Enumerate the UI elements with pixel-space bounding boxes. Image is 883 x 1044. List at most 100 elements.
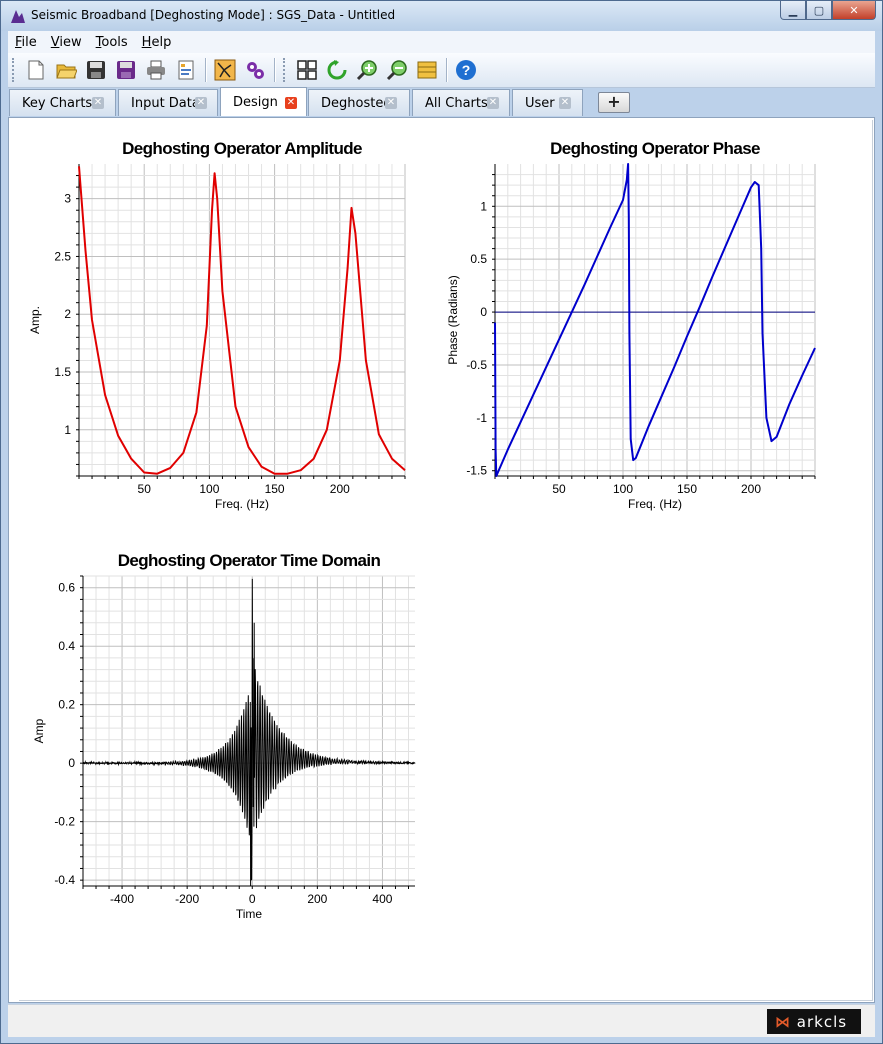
grid-layout-icon[interactable] <box>294 57 320 83</box>
tab-key-charts[interactable]: Key Charts ✕ <box>9 89 116 116</box>
x-tick-label: -400 <box>110 892 134 906</box>
close-tab-icon[interactable]: ✕ <box>487 97 499 109</box>
app-icon <box>11 10 25 23</box>
report-icon[interactable] <box>173 57 199 83</box>
y-tick-label: -0.4 <box>54 873 75 887</box>
tab-label: User <box>525 95 555 111</box>
chart-area: 50 100 150 200 1 1.5 2 2.5 3 Deghosting Operator … <box>19 120 873 1001</box>
x-tick-label: 150 <box>265 482 285 496</box>
tab-bar: Key Charts ✕ Input Data ✕ Design ✕ Deghoste… <box>8 87 875 117</box>
y-tick-label: -1 <box>476 411 487 425</box>
zoom-out-icon[interactable] <box>384 57 410 83</box>
y-axis-label: Phase (Radians) <box>446 275 460 364</box>
x-tick-label: 400 <box>372 892 392 906</box>
chart-title: Deghosting Operator Amplitude <box>122 139 362 158</box>
close-tab-icon[interactable]: ✕ <box>195 97 207 109</box>
logo-text: arkcls <box>796 1012 848 1031</box>
tab-label: Deghosted <box>321 95 392 111</box>
save-icon[interactable] <box>83 57 109 83</box>
status-bar: ⋈ arkcls <box>8 1004 875 1037</box>
phase-series-line <box>494 163 816 477</box>
x-tick-label: 200 <box>741 482 761 496</box>
x-tick-label: 50 <box>138 482 152 496</box>
tab-user[interactable]: User ✕ <box>512 89 583 116</box>
chart-title: Deghosting Operator Phase <box>550 139 760 158</box>
x-tick-label: 0 <box>249 892 256 906</box>
window-title: Seismic Broadband [Deghosting Mode] : SG… <box>31 8 396 22</box>
design-panel: 50 100 150 200 1 1.5 2 2.5 3 Deghosting Operator … <box>8 117 875 1003</box>
ghost-model-icon[interactable] <box>212 57 238 83</box>
settings-icon[interactable] <box>242 57 268 83</box>
refresh-icon[interactable] <box>324 57 350 83</box>
toolbar: ? <box>8 53 875 88</box>
y-tick-label: 0.4 <box>58 639 75 653</box>
y-axis-label: Amp <box>32 718 46 743</box>
amplitude-series-line <box>78 166 406 475</box>
help-icon[interactable]: ? <box>453 57 479 83</box>
x-tick-label: -200 <box>175 892 199 906</box>
x-tick-label: 100 <box>199 482 219 496</box>
svg-text:?: ? <box>462 62 471 78</box>
company-logo: ⋈ arkcls <box>767 1009 861 1034</box>
open-folder-icon[interactable] <box>53 57 79 83</box>
close-tab-icon[interactable]: ✕ <box>385 97 397 109</box>
tab-design[interactable]: Design ✕ <box>220 87 307 116</box>
new-file-icon[interactable] <box>23 57 49 83</box>
y-axis-label: Amp. <box>28 306 42 334</box>
print-icon[interactable] <box>143 57 169 83</box>
y-tick-label: 1 <box>64 423 71 437</box>
close-tab-icon[interactable]: ✕ <box>559 97 571 109</box>
y-tick-label: 0.6 <box>58 581 75 595</box>
y-tick-label: 2.5 <box>54 249 71 263</box>
x-tick-label: 100 <box>613 482 633 496</box>
x-tick-label: 200 <box>307 892 327 906</box>
y-tick-label: -0.5 <box>466 358 487 372</box>
y-tick-label: 3 <box>64 192 71 206</box>
y-tick-label: -1.5 <box>466 464 487 478</box>
menu-tools[interactable]: Tools <box>95 34 128 50</box>
close-tab-icon[interactable]: ✕ <box>92 97 104 109</box>
x-axis-label: Freq. (Hz) <box>628 497 682 511</box>
time-series-line <box>82 578 416 887</box>
close-tab-icon[interactable]: ✕ <box>285 97 297 109</box>
y-tick-label: -0.2 <box>54 815 75 829</box>
menu-help[interactable]: Help <box>141 34 172 50</box>
y-tick-label: 0 <box>68 756 75 770</box>
zoom-in-icon[interactable] <box>354 57 380 83</box>
toolbar-separator <box>274 58 275 82</box>
title-bar[interactable]: Seismic Broadband [Deghosting Mode] : SG… <box>1 1 882 31</box>
add-tab-button[interactable]: + <box>598 92 630 113</box>
y-tick-label: 0.2 <box>58 698 75 712</box>
x-axis-label: Freq. (Hz) <box>215 497 269 511</box>
close-button[interactable]: ✕ <box>832 1 876 20</box>
toolbar-separator <box>446 58 447 82</box>
tab-label: Input Data <box>131 95 200 111</box>
tab-all-charts[interactable]: All Charts ✕ <box>412 89 510 116</box>
chart-title: Deghosting Operator Time Domain <box>118 551 381 570</box>
y-tick-label: 0 <box>480 305 487 319</box>
minimize-button[interactable]: ▁ <box>780 1 806 20</box>
toolbar-grip[interactable] <box>283 58 288 82</box>
maximize-button[interactable]: ▢ <box>806 1 832 20</box>
save-as-icon[interactable] <box>113 57 139 83</box>
toolbar-separator <box>205 58 206 82</box>
menu-bar: File View Tools Help <box>8 31 875 53</box>
tab-deghosted[interactable]: Deghosted ✕ <box>308 89 410 116</box>
toolbar-grip[interactable] <box>12 58 17 82</box>
x-tick-label: 150 <box>677 482 697 496</box>
y-tick-label: 1.5 <box>54 365 71 379</box>
y-tick-label: 2 <box>64 307 71 321</box>
tab-input-data[interactable]: Input Data ✕ <box>118 89 218 116</box>
y-tick-label: 1 <box>480 199 487 213</box>
menu-file[interactable]: File <box>15 34 37 50</box>
menu-view[interactable]: View <box>50 34 82 50</box>
x-axis-label: Time <box>236 907 263 921</box>
tab-label: All Charts <box>425 95 488 111</box>
x-tick-label: 50 <box>552 482 566 496</box>
x-tick-label: 200 <box>330 482 350 496</box>
y-tick-label: 0.5 <box>470 252 487 266</box>
tab-label: Key Charts <box>22 95 93 111</box>
layers-icon[interactable] <box>414 57 440 83</box>
